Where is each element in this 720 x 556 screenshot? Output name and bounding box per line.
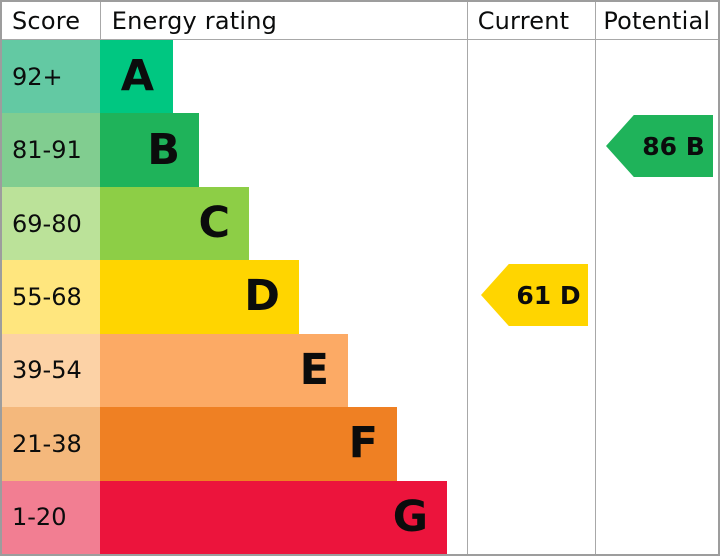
score-range-a: 92+ <box>2 40 100 114</box>
band-bar-b: B <box>100 113 199 187</box>
band-row-g: 1-20 G <box>2 480 718 554</box>
band-row-d: 55-68 D <box>2 260 718 334</box>
band-row-b: 81-91 B <box>2 113 718 187</box>
score-range-b: 81-91 <box>2 113 100 187</box>
score-column-divider <box>100 2 101 40</box>
current-column-header: Current <box>477 6 570 35</box>
band-bar-g: G <box>100 480 447 554</box>
band-bar-c: C <box>100 186 249 261</box>
potential-column-divider <box>595 2 596 554</box>
score-range-c: 69-80 <box>2 186 100 261</box>
chart-header-row: Score Energy rating Current Potential <box>2 2 718 40</box>
band-row-f: 21-38 F <box>2 407 718 481</box>
potential-rating-label: 86 B <box>642 131 705 161</box>
band-row-c: 69-80 C <box>2 186 718 261</box>
band-bar-f: F <box>100 407 397 481</box>
rating-band-rows: 92+ A 81-91 B 69-80 C 55-68 D 39-54 E 21-38 F 1-20 G <box>2 40 718 554</box>
current-rating-label: 61 D <box>516 280 581 310</box>
band-row-e: 39-54 E <box>2 333 718 408</box>
score-range-f: 21-38 <box>2 407 100 481</box>
band-bar-d: D <box>100 260 299 334</box>
score-column-header: Score <box>12 6 81 35</box>
score-range-e: 39-54 <box>2 333 100 408</box>
current-column-divider <box>467 2 468 554</box>
potential-column-header: Potential <box>603 6 711 35</box>
score-range-d: 55-68 <box>2 260 100 334</box>
band-row-a: 92+ A <box>2 40 718 114</box>
band-bar-a: A <box>100 40 173 114</box>
score-range-g: 1-20 <box>2 480 100 554</box>
band-bar-e: E <box>100 333 348 408</box>
energy-rating-column-header: Energy rating <box>111 6 278 35</box>
